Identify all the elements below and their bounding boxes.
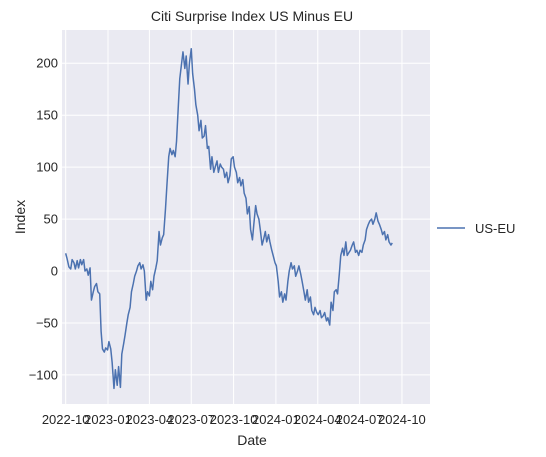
y-tick-label: 150 xyxy=(36,108,58,123)
y-tick-label: 100 xyxy=(36,160,58,175)
x-tick-label: 2024-07 xyxy=(336,412,384,427)
x-axis-title: Date xyxy=(237,432,267,448)
chart-title: Citi Surprise Index US Minus EU xyxy=(151,8,353,24)
series-line-us-eu xyxy=(64,47,393,390)
legend-label-us-eu: US-EU xyxy=(475,221,515,236)
x-tick-labels: 2022-102023-012023-042023-072023-102024-… xyxy=(42,412,426,427)
x-tick-label: 2023-07 xyxy=(167,412,215,427)
x-tick-label: 2023-01 xyxy=(84,412,132,427)
y-tick-labels: −100 −50 0 50 100 150 200 xyxy=(29,56,58,383)
x-grid xyxy=(65,30,403,404)
y-tick-label: −100 xyxy=(29,367,58,382)
y-tick-label: 200 xyxy=(36,56,58,71)
x-tick-label: 2023-04 xyxy=(126,412,174,427)
y-grid xyxy=(62,62,430,376)
x-tick-label: 2023-10 xyxy=(210,412,258,427)
y-tick-label: 50 xyxy=(44,212,58,227)
legend: US-EU xyxy=(437,221,515,236)
y-tick-label: 0 xyxy=(51,264,58,279)
y-axis-title: Index xyxy=(12,200,28,234)
x-tick-label: 2022-10 xyxy=(42,412,90,427)
y-tick-label: −50 xyxy=(36,315,58,330)
x-tick-label: 2024-04 xyxy=(294,412,342,427)
x-tick-label: 2024-10 xyxy=(378,412,426,427)
x-tick-label: 2024-01 xyxy=(252,412,300,427)
